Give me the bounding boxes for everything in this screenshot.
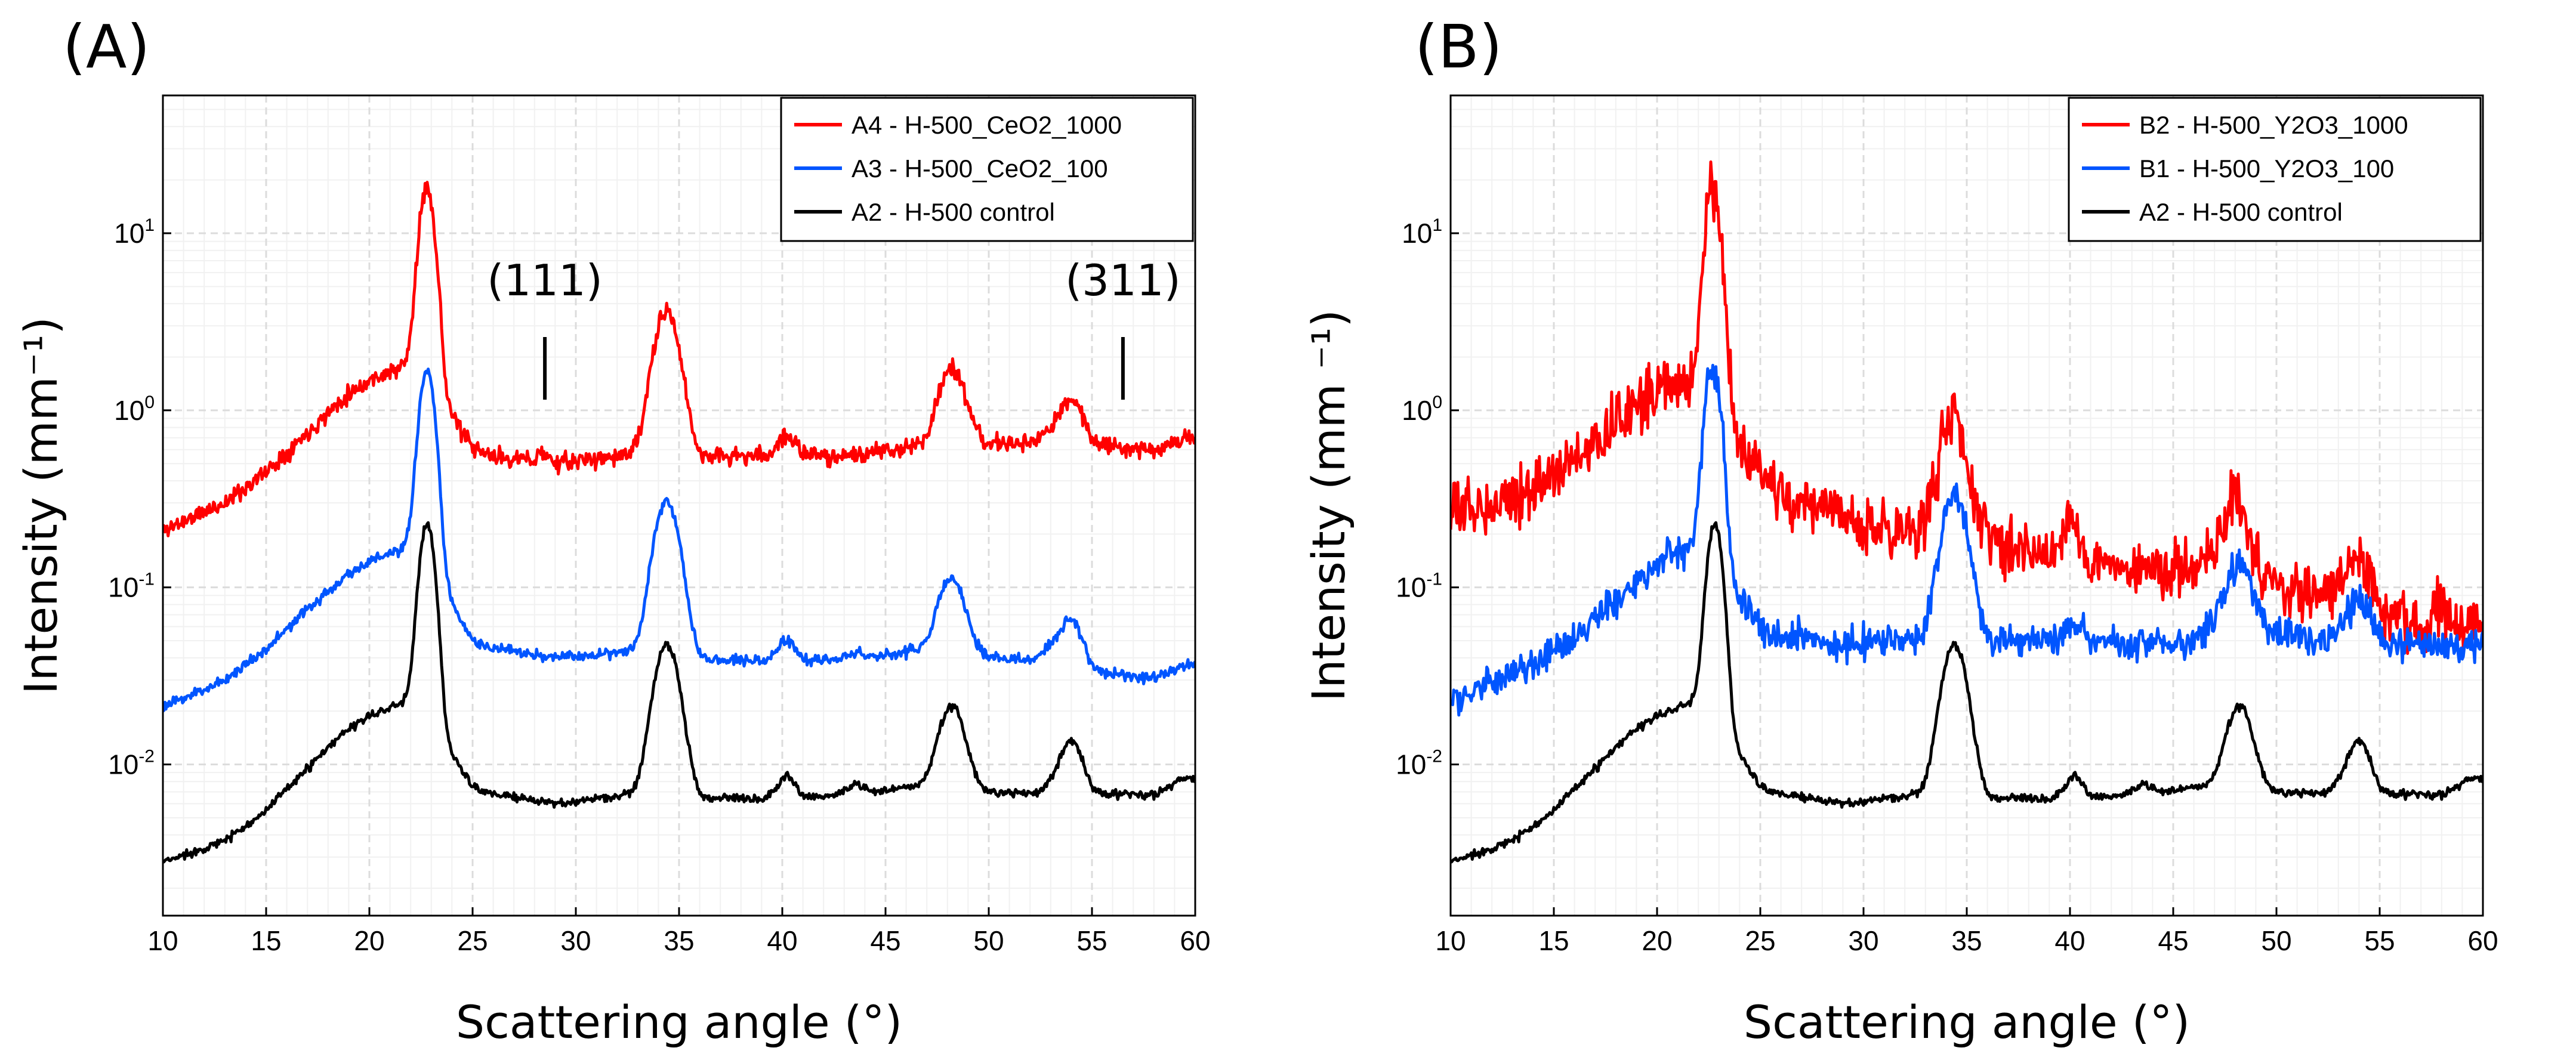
series-line-1 bbox=[163, 181, 1195, 537]
x-axis-title: Scattering angle (°) bbox=[456, 996, 902, 1049]
panel-b: (B) 10 15 20 25 30 35 40 45 50 55 60 10-2 10-1 100 101… bbox=[1288, 0, 2575, 1060]
y-tick-exponent: -1 bbox=[138, 570, 155, 589]
legend-label-1: B2 - H-500_Y2O3_1000 bbox=[2139, 111, 2408, 139]
y-tick-mantissa: 10 bbox=[108, 749, 138, 780]
y-tick-exponent: -2 bbox=[138, 747, 155, 767]
legend-label-1: A4 - H-500_CeO2_1000 bbox=[852, 111, 1122, 139]
y-tick-label: 101 bbox=[1402, 215, 1442, 249]
x-tick-label: 20 bbox=[354, 925, 384, 956]
y-tick-label: 10-1 bbox=[1396, 570, 1442, 603]
legend: A4 - H-500_CeO2_1000 A3 - H-500_CeO2_100 A… bbox=[780, 97, 1194, 242]
x-tick-label: 60 bbox=[1180, 925, 1210, 956]
x-tick-label: 40 bbox=[2054, 925, 2085, 956]
y-tick-label: 101 bbox=[114, 215, 155, 249]
y-tick-mantissa: 10 bbox=[1396, 749, 1426, 780]
y-tick-mantissa: 10 bbox=[114, 395, 144, 426]
x-tick-label: 30 bbox=[1848, 925, 1878, 956]
chart-b: 10 15 20 25 30 35 40 45 50 55 6010-210-1100101Scat… bbox=[1302, 94, 2498, 1049]
series-line-3 bbox=[1451, 521, 2483, 864]
x-axis: 10 15 20 25 30 35 40 45 50 55 60 bbox=[1435, 907, 2498, 956]
x-tick-label: 55 bbox=[2364, 925, 2395, 956]
series-line-2 bbox=[163, 367, 1195, 713]
y-tick-exponent: 1 bbox=[1432, 215, 1442, 235]
x-tick-label: 15 bbox=[251, 925, 281, 956]
panel-label: (A) bbox=[63, 12, 150, 82]
series-line-3 bbox=[163, 521, 1195, 864]
y-tick-exponent: -1 bbox=[1426, 570, 1442, 589]
x-tick-label: 15 bbox=[1538, 925, 1569, 956]
y-tick-mantissa: 10 bbox=[1396, 572, 1426, 603]
x-axis-title: Scattering angle (°) bbox=[1744, 996, 2190, 1049]
y-tick-mantissa: 10 bbox=[1402, 395, 1432, 426]
series-line-2 bbox=[1451, 363, 2483, 717]
annotation-label: (311) bbox=[1065, 255, 1181, 305]
x-tick-label: 45 bbox=[870, 925, 900, 956]
y-axis-title: Intensity (mm⁻¹) bbox=[14, 317, 67, 694]
legend-label-3: A2 - H-500 control bbox=[852, 198, 1055, 226]
y-tick-label: 100 bbox=[114, 393, 155, 426]
x-tick-label: 35 bbox=[1951, 925, 1982, 956]
legend-label-2: A3 - H-500_CeO2_100 bbox=[852, 154, 1108, 183]
y-tick-exponent: 0 bbox=[1432, 393, 1442, 412]
x-tick-label: 50 bbox=[2261, 925, 2291, 956]
panel-label: (B) bbox=[1415, 12, 1503, 82]
chart-a: 10 15 20 25 30 35 40 45 50 55 6010-210-1100101Scat… bbox=[14, 94, 1211, 1049]
x-tick-label: 10 bbox=[1435, 925, 1466, 956]
x-axis: 10 15 20 25 30 35 40 45 50 55 60 bbox=[147, 907, 1211, 956]
legend-box bbox=[2068, 97, 2482, 242]
annotations: (111) (311) bbox=[487, 255, 1181, 400]
y-tick-mantissa: 10 bbox=[1402, 218, 1432, 249]
y-tick-label: 10-1 bbox=[108, 570, 155, 603]
y-tick-label: 10-2 bbox=[1396, 747, 1442, 780]
x-tick-label: 25 bbox=[457, 925, 488, 956]
y-tick-label: 10-2 bbox=[108, 747, 155, 780]
legend-box bbox=[780, 97, 1194, 242]
x-tick-label: 35 bbox=[664, 925, 694, 956]
series-group bbox=[1451, 160, 2483, 864]
series-group bbox=[163, 181, 1195, 864]
x-tick-label: 60 bbox=[2467, 925, 2498, 956]
x-tick-label: 55 bbox=[1076, 925, 1107, 956]
legend: B2 - H-500_Y2O3_1000 B1 - H-500_Y2O3_100 A… bbox=[2068, 97, 2482, 242]
x-tick-label: 25 bbox=[1745, 925, 1775, 956]
x-tick-label: 20 bbox=[1642, 925, 1672, 956]
y-tick-label: 100 bbox=[1402, 393, 1442, 426]
x-tick-label: 45 bbox=[2158, 925, 2188, 956]
legend-label-3: A2 - H-500 control bbox=[2139, 198, 2343, 226]
y-tick-mantissa: 10 bbox=[114, 218, 144, 249]
annotation-label: (111) bbox=[487, 255, 603, 305]
y-tick-exponent: 0 bbox=[144, 393, 155, 412]
series-line-1 bbox=[1451, 160, 2483, 655]
x-tick-label: 10 bbox=[147, 925, 178, 956]
y-tick-mantissa: 10 bbox=[108, 572, 138, 603]
x-tick-label: 30 bbox=[560, 925, 591, 956]
panel-a: (A) 10 15 20 25 30 35 40 45 50 55 60 10-2 10-1 100 101… bbox=[14, 12, 1211, 1049]
y-axis-title: Intensity (mm ⁻¹) bbox=[1302, 310, 1355, 701]
legend-label-2: B1 - H-500_Y2O3_100 bbox=[2139, 154, 2394, 183]
x-tick-label: 50 bbox=[973, 925, 1004, 956]
y-tick-exponent: -2 bbox=[1426, 747, 1442, 767]
x-tick-label: 40 bbox=[767, 925, 797, 956]
y-tick-exponent: 1 bbox=[144, 215, 155, 235]
